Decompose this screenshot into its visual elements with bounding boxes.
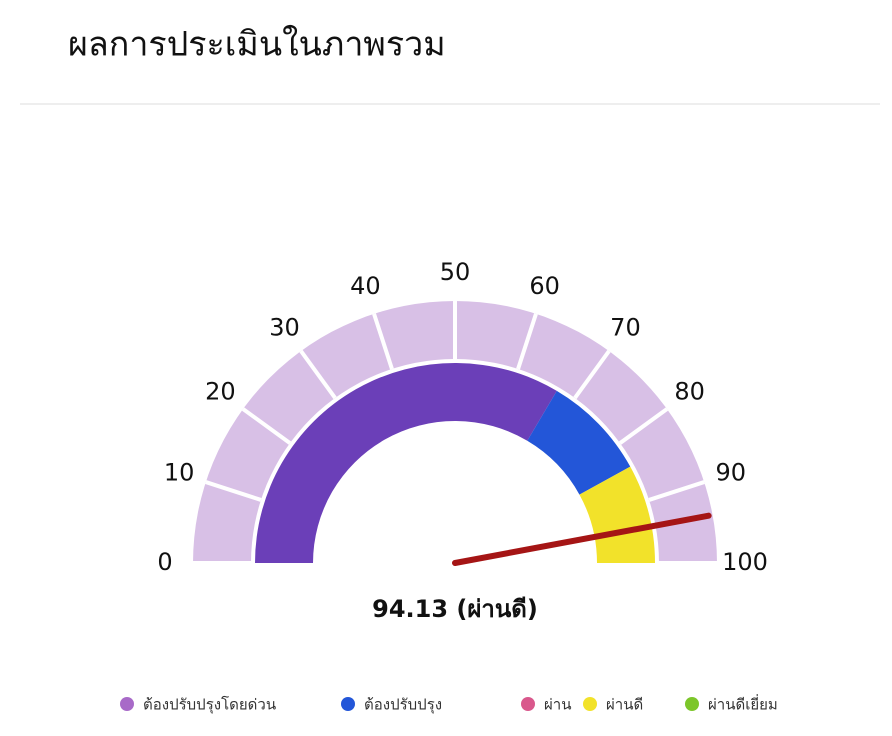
tick-label: 100 bbox=[722, 548, 768, 576]
legend-swatch bbox=[521, 697, 535, 711]
legend-swatch bbox=[341, 697, 355, 711]
tick-label: 20 bbox=[205, 378, 236, 406]
tick-label: 40 bbox=[350, 272, 381, 300]
tick-label: 70 bbox=[610, 313, 641, 341]
tick-label: 60 bbox=[529, 272, 560, 300]
legend-label: ผ่าน bbox=[544, 696, 571, 714]
tick-label: 30 bbox=[269, 313, 300, 341]
legend-label: ผ่านดี bbox=[606, 696, 643, 714]
tick-label: 10 bbox=[164, 458, 195, 486]
band bbox=[255, 363, 557, 563]
tick-label: 0 bbox=[157, 548, 172, 576]
tick-label: 90 bbox=[716, 458, 747, 486]
outer-ring bbox=[193, 301, 717, 563]
legend-swatch bbox=[120, 697, 134, 711]
tick-separator bbox=[573, 349, 611, 400]
value-label: 94.13 (ผ่านดี) bbox=[372, 595, 538, 623]
legend-swatch bbox=[685, 697, 699, 711]
tick-separator bbox=[299, 349, 337, 400]
legend-swatch bbox=[583, 697, 597, 711]
tick-separator bbox=[618, 407, 669, 445]
legend-label: ต้องปรับปรุงโดยด่วน bbox=[143, 696, 276, 715]
tick-label: 80 bbox=[674, 378, 705, 406]
tick-separator bbox=[648, 480, 705, 502]
legend-label: ผ่านดีเยี่ยม bbox=[708, 694, 778, 714]
band bbox=[527, 390, 631, 495]
chart-title: ผลการประเมินในภาพรวม bbox=[68, 25, 446, 65]
tick-label: 50 bbox=[440, 258, 471, 286]
tick-separator bbox=[241, 407, 292, 445]
legend-label: ต้องปรับปรุง bbox=[364, 696, 442, 715]
tick-separator bbox=[516, 313, 538, 370]
tick-separator bbox=[205, 480, 262, 502]
tick-separator bbox=[372, 313, 394, 370]
needle bbox=[452, 512, 712, 566]
